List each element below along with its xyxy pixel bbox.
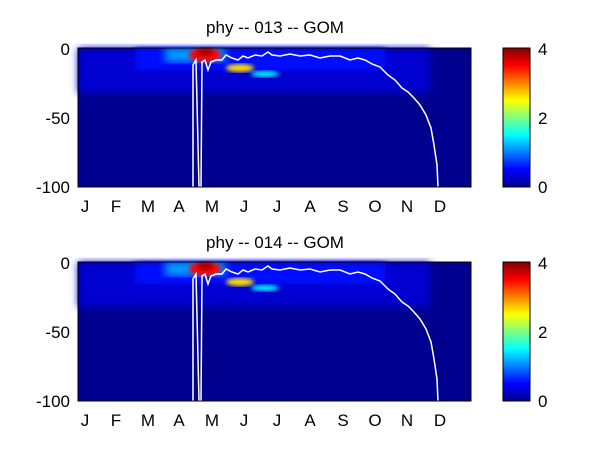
chart-title: phy -- 013 -- GOM bbox=[206, 18, 344, 37]
x-tick-label: F bbox=[111, 197, 121, 216]
x-tick-label: J bbox=[240, 411, 249, 430]
x-tick-label: J bbox=[273, 411, 282, 430]
x-tick-label: O bbox=[368, 411, 381, 430]
x-tick-label: N bbox=[401, 197, 413, 216]
x-tick-label: M bbox=[141, 411, 155, 430]
x-tick-label: N bbox=[401, 411, 413, 430]
panel-1: phy -- 013 -- GOM 0 -50 -100 J F bbox=[36, 18, 548, 216]
x-tick-label: J bbox=[240, 197, 249, 216]
x-tick-label: D bbox=[434, 197, 446, 216]
x-tick-label: A bbox=[304, 197, 316, 216]
x-tick-label: M bbox=[141, 197, 155, 216]
colorbar-tick-label: 0 bbox=[538, 178, 547, 197]
x-tick-label: S bbox=[337, 197, 348, 216]
chart-title: phy -- 014 -- GOM bbox=[206, 233, 344, 252]
x-tick-label: S bbox=[337, 411, 348, 430]
x-tick-label: J bbox=[81, 411, 90, 430]
x-ticks: J F M A M J J A S O N D bbox=[81, 197, 446, 216]
heatmap-2 bbox=[77, 261, 472, 402]
colorbar-tick-label: 2 bbox=[538, 109, 547, 128]
x-ticks: J F M A M J J A S O N D bbox=[81, 411, 446, 430]
colorbar-tick-label: 0 bbox=[538, 392, 547, 411]
colorbar-tick-label: 4 bbox=[538, 254, 547, 273]
y-tick-label: -50 bbox=[45, 323, 70, 342]
x-tick-label: O bbox=[368, 197, 381, 216]
x-tick-label: D bbox=[434, 411, 446, 430]
mixed-layer-line bbox=[192, 265, 439, 402]
colorbar-tick-label: 4 bbox=[538, 40, 547, 59]
colorbar-1: 4 2 0 bbox=[502, 40, 547, 197]
mixed-layer-line bbox=[192, 51, 439, 188]
x-tick-label: M bbox=[205, 197, 219, 216]
colorbar-2: 4 2 0 bbox=[502, 254, 547, 411]
colorbar-tick-label: 2 bbox=[538, 323, 547, 342]
x-tick-label: A bbox=[173, 411, 185, 430]
heatmap-field bbox=[78, 262, 430, 401]
heatmap-1 bbox=[77, 47, 472, 188]
y-tick-label: 0 bbox=[61, 254, 70, 273]
x-tick-label: A bbox=[173, 197, 185, 216]
x-tick-label: M bbox=[205, 411, 219, 430]
x-tick-label: J bbox=[273, 197, 282, 216]
y-tick-label: -100 bbox=[36, 392, 70, 411]
y-tick-label: -100 bbox=[36, 178, 70, 197]
y-ticks: 0 -50 -100 bbox=[36, 40, 70, 197]
x-tick-label: J bbox=[81, 197, 90, 216]
x-tick-label: A bbox=[304, 411, 316, 430]
panel-2: phy -- 014 -- GOM 0 -50 -100 J F bbox=[36, 233, 548, 430]
y-tick-label: -50 bbox=[45, 109, 70, 128]
y-ticks: 0 -50 -100 bbox=[36, 254, 70, 411]
y-tick-label: 0 bbox=[61, 40, 70, 59]
x-tick-label: F bbox=[111, 411, 121, 430]
